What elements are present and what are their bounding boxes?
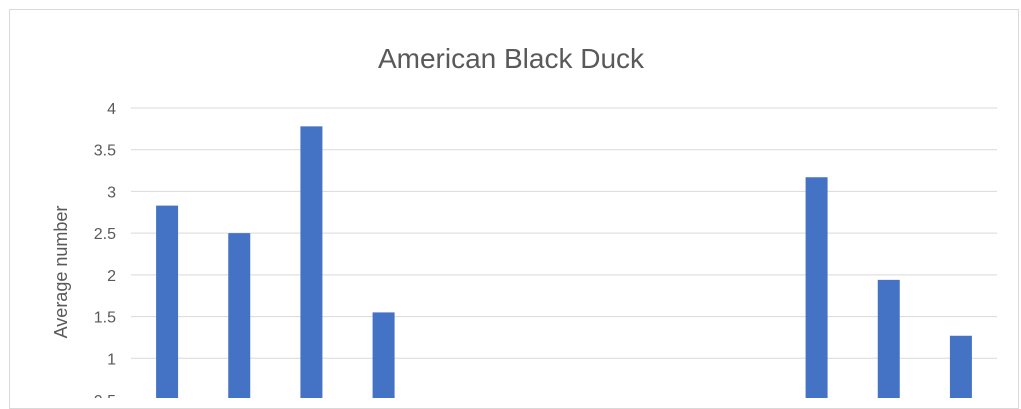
- bar: [806, 177, 828, 398]
- chart-title: American Black Duck: [378, 43, 645, 74]
- y-tick-label: 3: [107, 184, 116, 201]
- y-tick-label: 2.5: [94, 226, 116, 243]
- bar: [300, 126, 322, 398]
- y-tick-label: 2: [107, 268, 116, 285]
- bar: [373, 312, 395, 398]
- y-tick-label: 4: [107, 101, 116, 118]
- bars: [156, 126, 972, 398]
- y-tick-label: 1: [107, 351, 116, 368]
- bar: [950, 336, 972, 398]
- bar: [228, 233, 250, 398]
- bar: [878, 280, 900, 398]
- y-axis-label: Average number: [51, 206, 71, 339]
- bar: [156, 206, 178, 398]
- y-tick-label: 1.5: [94, 310, 116, 327]
- y-tick-label: 0.5: [94, 393, 116, 398]
- y-tick-label: 3.5: [94, 143, 116, 160]
- y-axis-ticks: 0.5 1 1.5 2 2.5 3 3.5 4: [94, 101, 116, 398]
- gridlines: [131, 108, 997, 398]
- bar-chart: American Black Duck Average number 0.5 1 1…: [0, 0, 1021, 398]
